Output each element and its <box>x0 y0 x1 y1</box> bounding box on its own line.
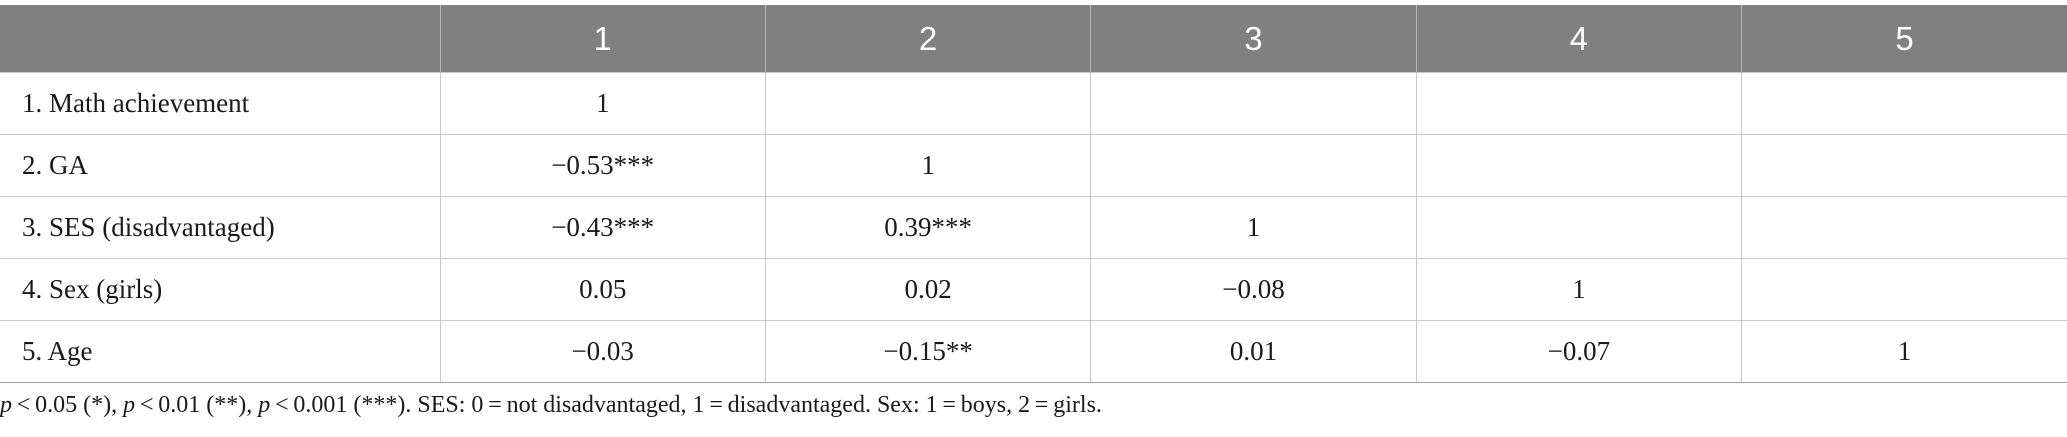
table-cell: 0.02 <box>764 258 1092 321</box>
table-cell <box>1415 72 1743 135</box>
table-row: 3. SES (disadvantaged) −0.43*** 0.39*** … <box>0 196 2067 259</box>
footnote-p-symbol: p <box>0 392 12 418</box>
footnote-text: < 0.001 (***). SES: 0 = not disadvantage… <box>270 392 1102 418</box>
header-cell-2: 2 <box>764 5 1092 73</box>
table-row: 1. Math achievement 1 <box>0 72 2067 135</box>
correlation-table-container: 1 2 3 4 5 1. Math achievement 1 2. GA −0… <box>0 5 2067 383</box>
footnote-text: < 0.01 (**), <box>135 392 259 418</box>
row-label: 1. Math achievement <box>0 72 441 135</box>
table-cell: −0.03 <box>439 320 766 383</box>
header-row: 1 2 3 4 5 <box>0 5 2067 73</box>
table-cell: 0.05 <box>439 258 766 321</box>
table-row: 2. GA −0.53*** 1 <box>0 134 2067 197</box>
table-cell: 0.39*** <box>764 196 1092 259</box>
row-label: 2. GA <box>0 134 441 197</box>
table-row: 4. Sex (girls) 0.05 0.02 −0.08 1 <box>0 258 2067 321</box>
table-cell <box>1090 72 1417 135</box>
table-row: 5. Age −0.03 −0.15** 0.01 −0.07 1 <box>0 320 2067 383</box>
table-cell <box>1741 134 2067 197</box>
header-cell-label <box>0 5 441 73</box>
table-cell: 1 <box>1090 196 1417 259</box>
table-cell <box>1741 258 2067 321</box>
table-cell: 1 <box>764 134 1092 197</box>
table-cell: −0.43*** <box>439 196 766 259</box>
table-cell <box>1741 72 2067 135</box>
table-cell: −0.08 <box>1090 258 1417 321</box>
row-label: 5. Age <box>0 320 441 383</box>
row-label: 3. SES (disadvantaged) <box>0 196 441 259</box>
table-cell: 1 <box>439 72 766 135</box>
footnote-p-symbol: p <box>258 392 271 418</box>
table-footnote: p < 0.05 (*), p < 0.01 (**), p < 0.001 (… <box>0 392 1102 419</box>
table-cell <box>1090 134 1417 197</box>
table-cell: 1 <box>1741 320 2067 383</box>
header-cell-1: 1 <box>439 5 766 73</box>
table-cell <box>1741 196 2067 259</box>
header-cell-3: 3 <box>1090 5 1417 73</box>
correlation-table: 1 2 3 4 5 1. Math achievement 1 2. GA −0… <box>0 5 2067 383</box>
table-cell: −0.15** <box>764 320 1092 383</box>
table-cell: 1 <box>1415 258 1743 321</box>
header-cell-5: 5 <box>1741 5 2067 73</box>
footnote-p-symbol: p <box>123 392 136 418</box>
row-label: 4. Sex (girls) <box>0 258 441 321</box>
table-cell <box>764 72 1092 135</box>
table-cell: −0.53*** <box>439 134 766 197</box>
table-cell: −0.07 <box>1415 320 1743 383</box>
footnote-text: < 0.05 (*), <box>12 392 124 418</box>
table-cell <box>1415 196 1743 259</box>
header-cell-4: 4 <box>1415 5 1743 73</box>
table-cell: 0.01 <box>1090 320 1417 383</box>
table-cell <box>1415 134 1743 197</box>
